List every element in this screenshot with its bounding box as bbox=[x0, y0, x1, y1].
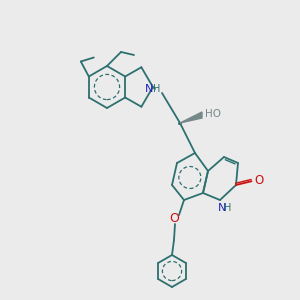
Text: O: O bbox=[169, 212, 179, 226]
Polygon shape bbox=[180, 112, 202, 123]
Text: H: H bbox=[224, 203, 232, 213]
Text: H: H bbox=[153, 84, 161, 94]
Text: N: N bbox=[218, 203, 226, 213]
Text: N: N bbox=[145, 84, 153, 94]
Text: O: O bbox=[254, 174, 264, 187]
Text: HO: HO bbox=[205, 109, 221, 119]
